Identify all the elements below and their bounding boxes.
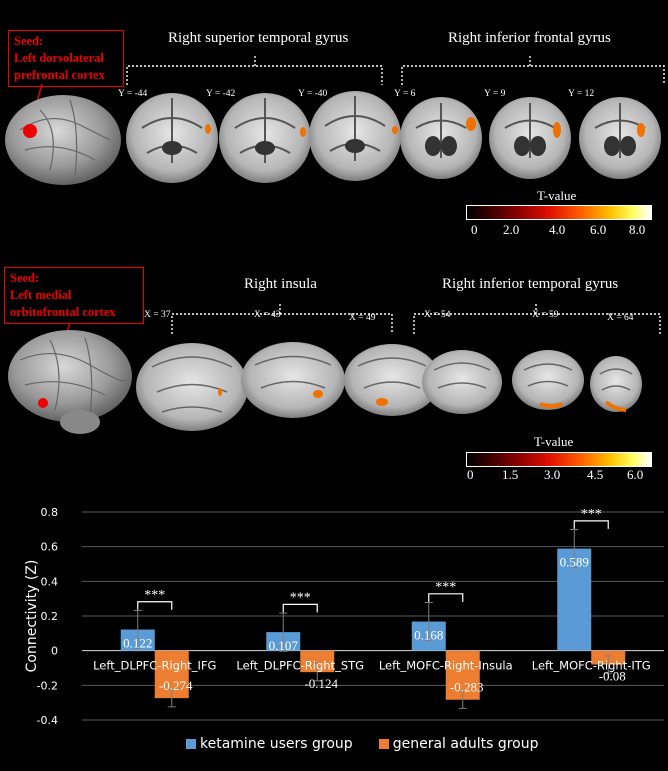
tvalue-colorbar: [466, 452, 652, 467]
panel-dlpfc: Seed: Left dorsolateral prefrontal corte…: [0, 0, 668, 240]
tvalue-tick: 8.0: [629, 222, 646, 237]
bar-general: [300, 650, 335, 673]
significance-bracket: [428, 593, 464, 602]
tvalue-tick: 4.0: [549, 222, 566, 237]
tvalue-tick: 6.0: [590, 222, 607, 237]
significance-bracket: [137, 601, 173, 610]
data-label: 0.589: [560, 555, 589, 570]
y-tick-label: -0.2: [37, 679, 58, 692]
seed-label: Seed:: [14, 34, 44, 48]
coord-label: Y = -40: [298, 89, 328, 99]
brain-3d-dlpfc: [5, 95, 121, 185]
data-label: 0.168: [414, 628, 443, 643]
seed-label: Seed:: [10, 271, 40, 285]
seed-region: Left dorsolateral prefrontal cortex: [14, 51, 105, 82]
tvalue-tick: 2.0: [503, 222, 520, 237]
data-label: 0.107: [269, 638, 299, 653]
data-label: -0.283: [450, 680, 484, 695]
coord-label: X = 64: [607, 313, 634, 323]
significance-marker: ***: [290, 590, 311, 605]
significance-bracket: [573, 520, 609, 529]
significance-marker: ***: [581, 507, 602, 522]
legend-label-ketamine: ketamine users group: [200, 736, 353, 752]
x-category-label: Left_DLPFC-Right_STG: [236, 659, 364, 673]
y-tick-label: 0.6: [41, 541, 59, 554]
y-tick-label: 0.2: [41, 610, 59, 623]
x-category-label: Left_MOFC-Right-ITG: [532, 659, 651, 673]
region-title-itg: Right inferior temporal gyrus: [442, 276, 619, 292]
tvalue-tick: 0: [467, 467, 474, 482]
significance-marker: ***: [435, 580, 456, 595]
data-label: 0.122: [123, 636, 152, 651]
tvalue-tick: 0: [471, 222, 478, 237]
tvalue-tick: 3.0: [544, 467, 561, 482]
region-title-ifg: Right inferior frontal gyrus: [448, 30, 611, 46]
coord-label: X = 49: [349, 313, 376, 323]
coord-label: Y = 9: [484, 89, 506, 99]
significance-bracket: [282, 603, 318, 613]
tvalue-tick: 4.5: [587, 467, 604, 482]
x-category-label: Left_MOFC-Right-Insula: [379, 659, 513, 673]
tvalue-title: T-value: [537, 188, 577, 203]
brain-slices-panel1: [126, 91, 661, 183]
y-tick-label: 0: [51, 645, 58, 658]
region-title-insula: Right insula: [244, 276, 317, 292]
y-tick-label: 0.4: [41, 575, 59, 588]
brain-3d-mofc: [8, 330, 132, 434]
bracket-stg: [126, 56, 383, 85]
tvalue-title: T-value: [534, 434, 574, 449]
coord-label: Y = 12: [568, 89, 595, 99]
coord-label: Y = 6: [394, 89, 416, 99]
seed-region: Left medial orbitofrontal cortex: [10, 288, 116, 319]
legend-item-general: general adults group: [378, 736, 539, 752]
data-label: -0.08: [599, 669, 626, 684]
bar-chart: 0.8 0.6 0.4 0.2 0 -0.2 -0.4 Connectivity (Z) 0.1…: [24, 506, 664, 727]
x-category-label: Left_DLPFC-Right_IFG: [93, 659, 216, 673]
seed-box-mofc: Seed: Left medial orbitofrontal cortex: [4, 267, 144, 324]
bracket-ifg: [401, 56, 665, 85]
panel-mofc: Seed: Left medial orbitofrontal cortex R…: [0, 240, 668, 490]
brain-slices-panel2: [136, 342, 642, 431]
coord-label: X = 37: [144, 310, 171, 320]
seed-box-dlpfc: Seed: Left dorsolateral prefrontal corte…: [8, 30, 124, 87]
tvalue-tick: 1.5: [502, 467, 519, 482]
legend-item-ketamine: ketamine users group: [186, 736, 353, 752]
coord-label: X = 59: [532, 310, 559, 320]
y-axis-label: Connectivity (Z): [24, 560, 40, 673]
significance-marker: ***: [144, 588, 165, 603]
bracket-insula: [171, 304, 393, 334]
data-label: -0.124: [304, 676, 338, 691]
legend-swatch-general: [378, 739, 389, 749]
region-title-stg: Right superior temporal gyrus: [168, 30, 349, 46]
bracket-itg: [413, 304, 661, 334]
coord-label: Y = -44: [118, 89, 148, 99]
y-tick-label: 0.8: [41, 506, 59, 519]
coord-label: Y = -42: [206, 89, 236, 99]
legend-label-general: general adults group: [392, 736, 539, 752]
coord-label: X = 54: [424, 310, 451, 320]
legend-swatch-ketamine: [186, 739, 196, 749]
coord-label: X = 43: [254, 310, 281, 320]
tvalue-tick: 6.0: [627, 467, 644, 482]
y-tick-label: -0.4: [37, 714, 58, 727]
data-label: -0.274: [159, 678, 193, 693]
chart-legend: ketamine users group general adults grou…: [186, 736, 539, 752]
tvalue-colorbar: [466, 205, 652, 220]
